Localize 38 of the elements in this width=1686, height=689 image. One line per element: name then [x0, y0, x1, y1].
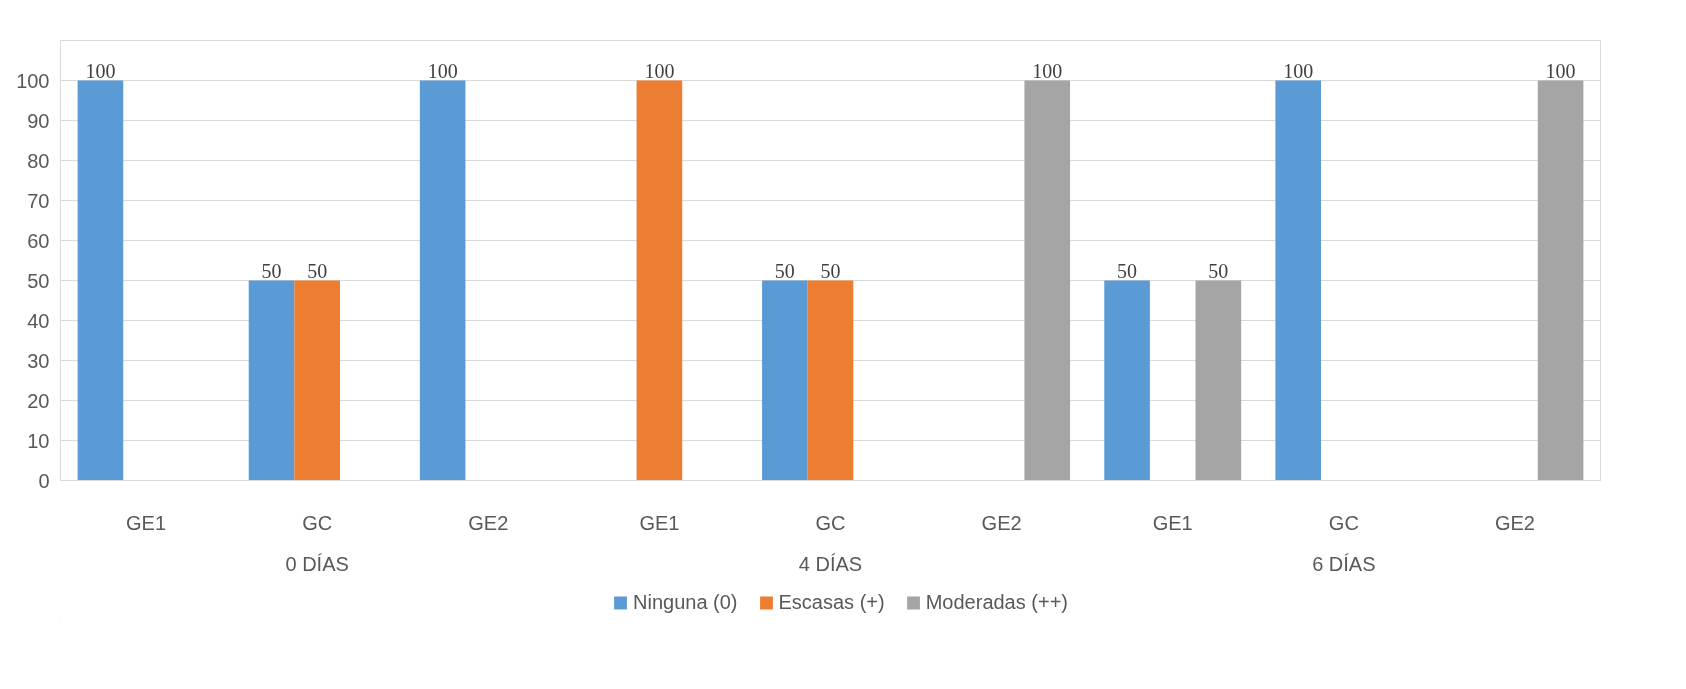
y-tick-label: 40	[27, 309, 50, 332]
data-label: 100	[1032, 59, 1063, 82]
y-tick-label: 90	[27, 109, 50, 132]
y-tick-label: 30	[27, 349, 50, 372]
data-label: 50	[774, 259, 795, 282]
data-label: 50	[1208, 259, 1229, 282]
data-label: 50	[307, 259, 328, 282]
x-tick-label: GC	[815, 511, 846, 534]
x-tick-label: GC	[1328, 511, 1359, 534]
legend-label: Escasas (+)	[778, 590, 885, 614]
data-label: 50	[820, 259, 841, 282]
data-label: 100	[644, 59, 675, 82]
y-tick-label: 80	[27, 149, 50, 172]
x-tick-label: GE2	[981, 511, 1022, 534]
legend-label: Ninguna (0)	[633, 590, 738, 614]
data-label: 50	[261, 259, 282, 282]
x-tick-label: GE1	[1152, 511, 1193, 534]
x-tick-label: GE1	[126, 511, 167, 534]
y-tick-label: 60	[27, 229, 50, 252]
legend-label: Moderadas (++)	[925, 590, 1068, 614]
x-tick-label: GE2	[468, 511, 509, 534]
data-label: 100	[1545, 59, 1576, 82]
y-tick-label: 20	[27, 389, 50, 412]
data-label: 100	[1283, 59, 1314, 82]
y-tick-label: 100	[16, 69, 50, 92]
data-label: 100	[85, 59, 116, 82]
x-tick-label: GE2	[1494, 511, 1535, 534]
y-tick-label: 0	[38, 469, 50, 492]
text: 6 DÍAS	[1312, 552, 1376, 575]
x-tick-label: GC	[302, 511, 333, 534]
y-tick-label: 10	[27, 429, 50, 452]
text: 4 DÍAS	[798, 552, 863, 575]
text: 0 DÍAS	[285, 552, 349, 575]
y-tick-label: 70	[27, 189, 50, 212]
x-tick-label: GE1	[639, 511, 680, 534]
data-label: 50	[1117, 259, 1138, 282]
y-tick-label: 50	[27, 269, 50, 292]
data-label: 100	[427, 59, 458, 82]
